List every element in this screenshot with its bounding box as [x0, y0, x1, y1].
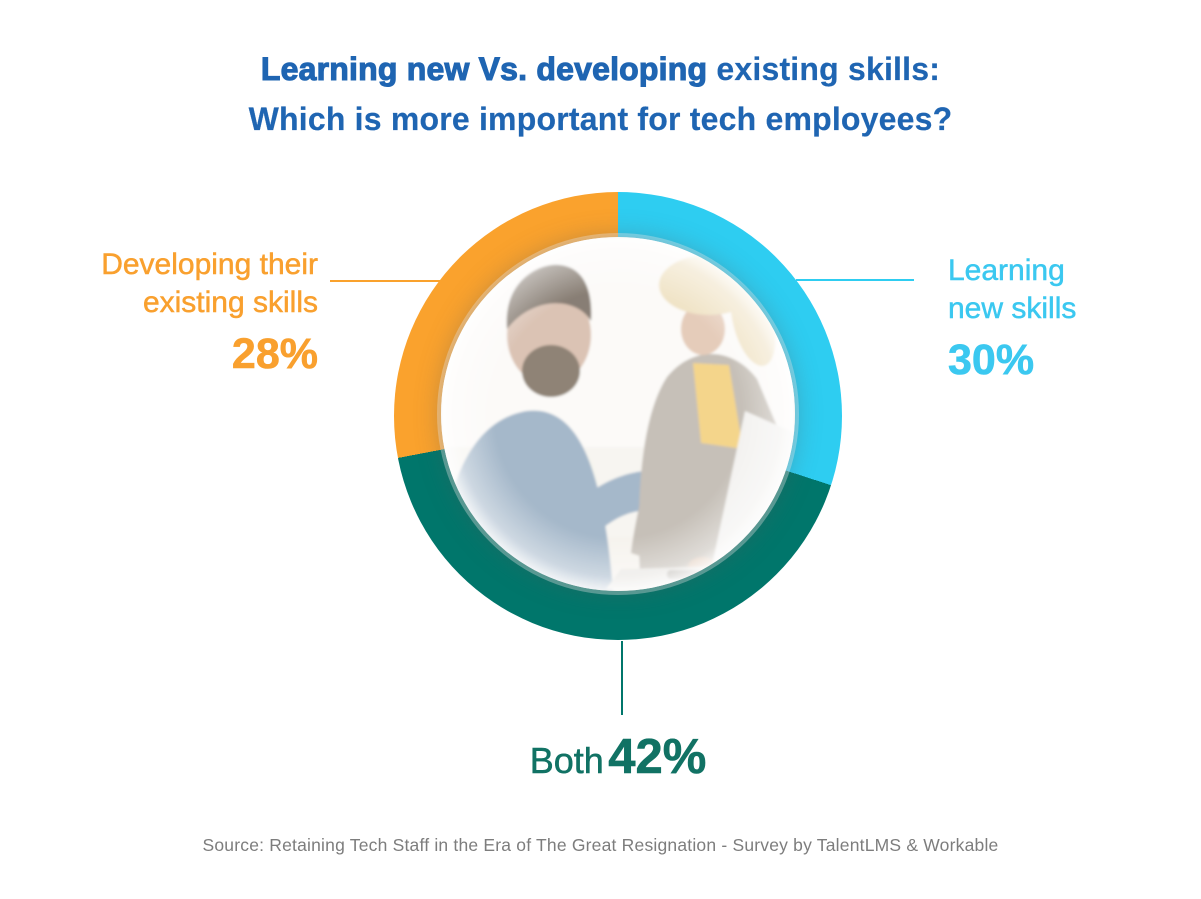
callout-developing-line1: Developing their	[101, 248, 318, 282]
callout-developing-value: 28%	[231, 330, 319, 379]
callout-learning: Learning new skills 30%	[948, 252, 1077, 385]
leader-line-learning	[796, 279, 914, 281]
callout-developing-line2: existing skills	[142, 286, 319, 320]
chart-title-rest: existing skills:	[716, 51, 941, 87]
chart-title-line2: Which is more important for tech employe…	[248, 101, 953, 137]
callout-both-label: Both	[529, 740, 604, 782]
callout-developing: Developing their existing skills 28%	[101, 246, 318, 379]
callout-learning-line1: Learning	[948, 254, 1065, 288]
leader-line-both	[621, 641, 623, 715]
callout-learning-value: 30%	[948, 336, 1035, 385]
center-photo	[441, 237, 795, 591]
callout-both: Both 42%	[529, 729, 707, 785]
source-note: Source: Retaining Tech Staff in the Era …	[202, 835, 999, 855]
chart-title: Learning new Vs. developing existing ski…	[0, 44, 1201, 144]
leader-line-developing	[330, 280, 442, 282]
callout-learning-line2: new skills	[948, 292, 1077, 326]
chart-title-line1: Learning new Vs. developing existing ski…	[0, 44, 1201, 94]
callout-both-value: 42%	[608, 730, 707, 785]
chart-title-emphasis: Learning new Vs. developing	[260, 50, 708, 87]
